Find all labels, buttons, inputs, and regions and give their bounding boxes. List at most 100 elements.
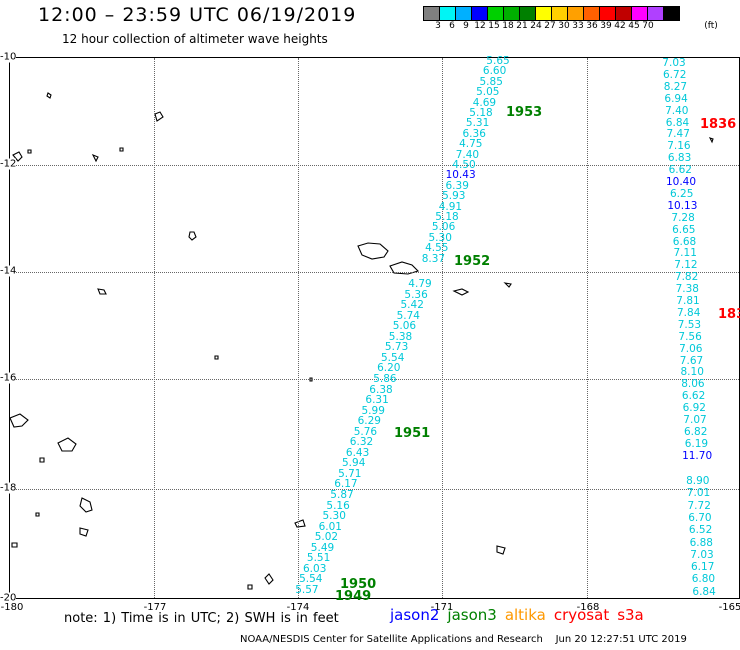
grid-line-lon (298, 58, 299, 598)
wave-height-value: 7.03 (690, 548, 714, 561)
satellite-legend: jason2 jason3 altika cryosat s3a (390, 606, 652, 624)
scale-label: 24 (530, 21, 542, 31)
color-scale-labels: 3 6 9 12 15 18 21 24 27 30 33 36 39 42 45 70 (ft) (423, 21, 740, 35)
pass-label: 1952 (454, 254, 491, 269)
scale-swatch (647, 6, 664, 21)
wave-height-value: 8.37 (421, 252, 446, 265)
grid-line-lat (10, 165, 739, 166)
wave-height-value: 6.88 (689, 536, 713, 549)
scale-swatch (615, 6, 632, 21)
wave-height-value: 7.12 (674, 259, 698, 272)
wave-height-value: 5.38 (388, 330, 413, 343)
grid-line-lat (10, 379, 739, 380)
wave-height-value: 5.85 (479, 75, 503, 88)
pass-label: 1950 (340, 577, 377, 592)
wave-height-value: 5.05 (476, 86, 500, 99)
legend-item-altika: altika (504, 606, 546, 624)
wave-height-value: 5.30 (428, 231, 452, 244)
wave-height-value: 7.81 (676, 295, 700, 307)
wave-height-value: 6.38 (369, 383, 393, 396)
wave-height-value: 5.18 (469, 107, 493, 119)
scale-swatch (503, 6, 520, 21)
scale-swatch (567, 6, 584, 21)
pass-label: 1951 (394, 426, 431, 441)
wave-height-value: 6.65 (672, 223, 696, 236)
lon-label: -174 (286, 602, 310, 613)
wave-height-value: 5.71 (338, 467, 362, 480)
color-scale-bar (423, 6, 680, 21)
wave-height-value: 4.91 (438, 200, 463, 213)
wave-height-value: 5.49 (310, 541, 335, 554)
legend-item-jason3: jason3 (447, 606, 497, 624)
lat-label: -18 (0, 482, 17, 494)
wave-height-value: 11.70 (682, 449, 713, 462)
pass-label: 1949 (335, 589, 372, 604)
wave-height-value: 6.84 (665, 116, 690, 129)
wave-height-value: 6.39 (445, 179, 469, 192)
wave-height-value: 7.03 (662, 57, 686, 69)
pass-label: 1835 (718, 307, 740, 322)
lon-label: -180 (0, 602, 24, 613)
wave-height-value: 5.87 (330, 489, 354, 501)
wave-height-value: 6.03 (302, 562, 327, 575)
legend-item-cryosat: cryosat (553, 606, 610, 624)
scale-swatch (519, 6, 536, 21)
wave-height-value: 6.82 (683, 425, 708, 438)
wave-height-value: 5.76 (353, 425, 378, 438)
wave-height-value: 8.27 (663, 80, 688, 93)
wave-height-value: 4.75 (459, 138, 483, 151)
wave-height-value: 6.32 (349, 436, 374, 449)
legend-item-jason2: jason2 (390, 606, 440, 624)
wave-height-value: 10.13 (667, 199, 698, 212)
wave-height-value: 7.01 (686, 487, 711, 500)
wave-height-value: 6.70 (688, 511, 712, 524)
wave-height-value: 6.20 (377, 362, 401, 375)
wave-height-value: 7.16 (667, 140, 691, 153)
wave-height-value: 7.72 (687, 499, 711, 512)
wave-height-value: 5.16 (326, 499, 350, 512)
lon-label: -177 (143, 602, 167, 613)
wave-height-value: 7.82 (674, 271, 699, 284)
wave-height-value: 6.68 (672, 235, 697, 248)
scale-swatch (471, 6, 488, 21)
wave-height-value: 5.93 (442, 190, 466, 203)
scale-swatch (535, 6, 552, 21)
wave-height-value: 5.54 (299, 573, 323, 586)
lon-label: -165 (718, 602, 740, 613)
wave-height-value: 6.29 (357, 415, 381, 428)
wave-height-value: 7.67 (679, 354, 704, 367)
units-note: note: 1) Time is in UTC; 2) SWH is in fe… (64, 611, 339, 626)
wave-height-value: 7.47 (666, 128, 690, 141)
lat-label: -10 (0, 51, 17, 63)
wave-height-value: 5.94 (341, 457, 366, 470)
scale-label: 12 (474, 21, 486, 31)
wave-height-value: 8.10 (680, 366, 704, 379)
wave-height-value: 7.40 (665, 104, 689, 117)
scale-label: 27 (544, 21, 556, 31)
wave-height-value: 5.36 (404, 288, 428, 301)
island-outlines (10, 92, 714, 590)
pass-label: 1953 (506, 105, 543, 120)
wave-height-value: 4.50 (452, 159, 476, 171)
scale-swatch (663, 6, 680, 21)
scale-swatch (631, 6, 648, 21)
scale-swatch (439, 6, 456, 21)
scale-swatch (455, 6, 472, 21)
wave-height-value: 8.06 (681, 378, 705, 391)
lon-label: -168 (576, 602, 600, 613)
wave-height-value: 6.36 (462, 127, 486, 140)
wave-height-value: 5.02 (314, 531, 339, 544)
wave-height-value: 5.31 (465, 117, 490, 130)
scale-swatch (551, 6, 568, 21)
scale-swatch (423, 6, 440, 21)
lat-label: -12 (0, 158, 17, 170)
lat-label: -14 (0, 265, 17, 277)
wave-height-value: 7.56 (678, 330, 702, 343)
wave-height-value: 5.51 (306, 552, 331, 565)
scale-label: 39 (600, 21, 612, 31)
wave-height-value: 5.73 (384, 341, 409, 354)
scale-label: 18 (502, 21, 514, 31)
wave-height-value: 10.43 (445, 169, 476, 182)
wave-height-value: 7.28 (671, 211, 695, 224)
grid-line-lon (587, 58, 588, 598)
